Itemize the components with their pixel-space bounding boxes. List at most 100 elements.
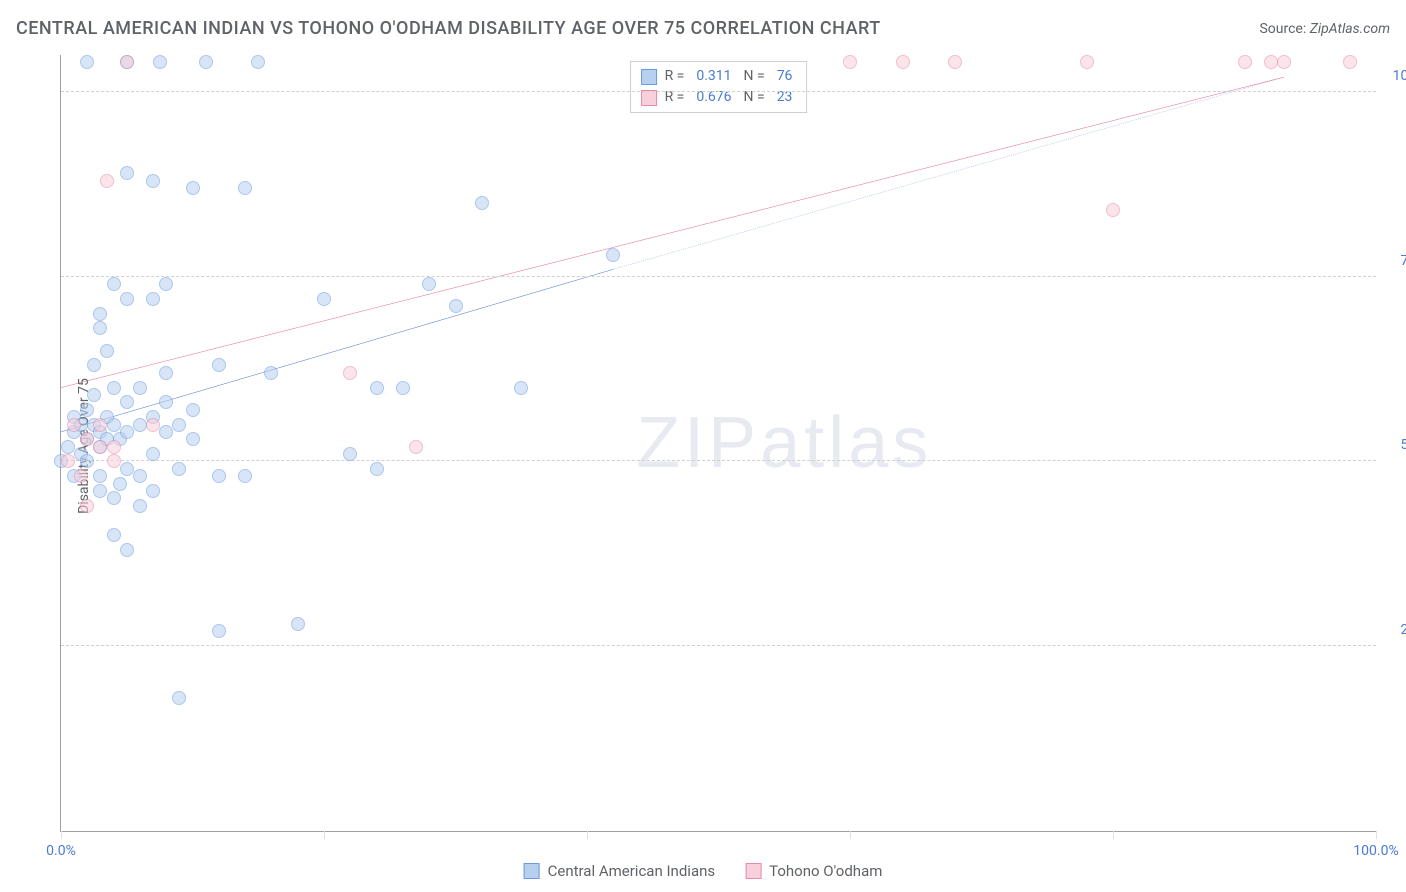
data-point xyxy=(475,196,489,210)
data-point xyxy=(107,418,121,432)
data-point xyxy=(264,366,278,380)
data-point xyxy=(107,454,121,468)
data-point xyxy=(212,358,226,372)
data-point xyxy=(93,484,107,498)
data-point xyxy=(238,469,252,483)
data-point xyxy=(422,277,436,291)
data-point xyxy=(896,55,910,69)
data-point xyxy=(409,440,423,454)
regression-line xyxy=(61,269,613,432)
series-legend: Central American Indians Tohono O'odham xyxy=(524,862,883,880)
data-point xyxy=(61,454,75,468)
source-label: Source: xyxy=(1259,21,1306,37)
x-tick-label: 0.0% xyxy=(46,843,76,859)
n-value-0: 76 xyxy=(773,66,797,87)
data-point xyxy=(146,174,160,188)
data-point xyxy=(251,55,265,69)
legend-label-0: Central American Indians xyxy=(548,862,716,880)
swatch-series-1 xyxy=(745,863,761,879)
x-tick-mark xyxy=(61,831,62,839)
data-point xyxy=(172,418,186,432)
y-tick-label: 75.0% xyxy=(1400,253,1406,269)
data-point xyxy=(1343,55,1357,69)
data-point xyxy=(186,181,200,195)
x-tick-mark xyxy=(850,831,851,839)
y-tick-label: 100.0% xyxy=(1393,68,1406,84)
r-label: R = xyxy=(665,66,685,87)
gridline-h xyxy=(61,276,1376,277)
data-point xyxy=(396,381,410,395)
y-tick-label: 50.0% xyxy=(1400,437,1406,453)
data-point xyxy=(172,462,186,476)
data-point xyxy=(1080,55,1094,69)
data-point xyxy=(93,440,107,454)
data-point xyxy=(370,462,384,476)
data-point xyxy=(343,447,357,461)
data-point xyxy=(120,292,134,306)
watermark-zip: ZIP xyxy=(636,403,760,483)
stats-legend: R = 0.311 N = 76 R = 0.676 N = 23 xyxy=(630,61,808,113)
data-point xyxy=(80,454,94,468)
swatch-series-0 xyxy=(524,863,540,879)
data-point xyxy=(238,181,252,195)
data-point xyxy=(172,691,186,705)
data-point xyxy=(120,462,134,476)
regression-lines xyxy=(61,55,1376,831)
data-point xyxy=(93,469,107,483)
data-point xyxy=(159,395,173,409)
data-point xyxy=(159,277,173,291)
data-point xyxy=(1264,55,1278,69)
x-tick-mark xyxy=(1113,831,1114,839)
data-point xyxy=(514,381,528,395)
data-point xyxy=(146,292,160,306)
data-point xyxy=(107,381,121,395)
data-point xyxy=(107,491,121,505)
data-point xyxy=(80,55,94,69)
y-tick-label: 25.0% xyxy=(1400,622,1406,638)
x-tick-mark xyxy=(587,831,588,839)
gridline-h xyxy=(61,91,1376,92)
data-point xyxy=(370,381,384,395)
data-point xyxy=(317,292,331,306)
data-point xyxy=(120,395,134,409)
watermark-atlas: atlas xyxy=(760,403,932,483)
data-point xyxy=(146,484,160,498)
data-point xyxy=(343,366,357,380)
data-point xyxy=(133,381,147,395)
data-point xyxy=(100,174,114,188)
data-point xyxy=(87,388,101,402)
data-point xyxy=(80,432,94,446)
gridline-h xyxy=(61,460,1376,461)
x-tick-mark xyxy=(1376,831,1377,839)
data-point xyxy=(61,440,75,454)
legend-item-0: Central American Indians xyxy=(524,862,716,880)
data-point xyxy=(186,403,200,417)
watermark: ZIPatlas xyxy=(636,402,932,484)
data-point xyxy=(87,358,101,372)
data-point xyxy=(67,418,81,432)
source-value: ZipAtlas.com xyxy=(1310,21,1390,37)
r-value-0: 0.311 xyxy=(692,66,735,87)
data-point xyxy=(107,528,121,542)
data-point xyxy=(1106,203,1120,217)
data-point xyxy=(113,477,127,491)
data-point xyxy=(199,55,213,69)
source-attribution: Source: ZipAtlas.com xyxy=(1259,21,1390,37)
chart-area: ZIPatlas R = 0.311 N = 76 R = 0.676 N = … xyxy=(60,55,1376,832)
data-point xyxy=(153,55,167,69)
data-point xyxy=(120,425,134,439)
data-point xyxy=(843,55,857,69)
legend-item-1: Tohono O'odham xyxy=(745,862,882,880)
data-point xyxy=(120,543,134,557)
data-point xyxy=(212,624,226,638)
plot-region: ZIPatlas R = 0.311 N = 76 R = 0.676 N = … xyxy=(60,55,1376,832)
data-point xyxy=(146,447,160,461)
data-point xyxy=(120,166,134,180)
data-point xyxy=(159,425,173,439)
x-tick-label: 100.0% xyxy=(1353,843,1398,859)
regression-line xyxy=(61,77,1284,387)
data-point xyxy=(107,277,121,291)
data-point xyxy=(948,55,962,69)
swatch-series-0 xyxy=(641,69,657,85)
data-point xyxy=(93,321,107,335)
